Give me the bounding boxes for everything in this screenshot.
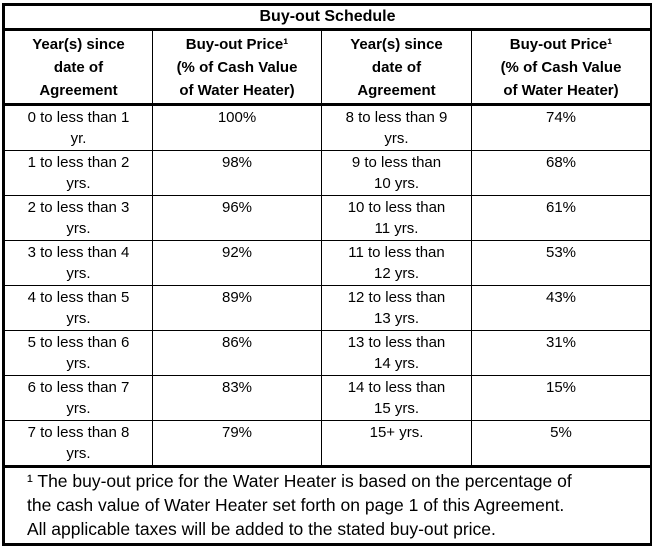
price-cell: 74% — [470, 104, 652, 151]
years-cell: 5 to less than 6 yrs. — [3, 330, 153, 376]
years-cell: 1 to less than 2 yrs. — [3, 150, 153, 196]
years-cell: 0 to less than 1 yr. — [3, 104, 153, 151]
table-header-row: Year(s) since date of Agreement Buy-out … — [3, 29, 652, 106]
price-cell: 61% — [470, 195, 652, 241]
header-years-left: Year(s) since date of Agreement — [3, 29, 153, 106]
table-title-row: Buy-out Schedule — [2, 4, 652, 31]
years-cell: 13 to less than 14 yrs. — [321, 330, 472, 376]
years-cell: 12 to less than 13 yrs. — [321, 285, 472, 331]
years-cell: 7 to less than 8 yrs. — [3, 420, 153, 467]
years-cell: 3 to less than 4 yrs. — [3, 240, 153, 286]
price-cell: 15% — [470, 375, 652, 421]
price-cell: 79% — [152, 420, 322, 467]
price-cell: 68% — [470, 150, 652, 196]
years-cell: 2 to less than 3 yrs. — [3, 195, 153, 241]
price-cell: 86% — [152, 330, 322, 376]
table-row: 7 to less than 8 yrs. 79% 15+ yrs. 5% — [3, 420, 652, 467]
years-cell: 4 to less than 5 yrs. — [3, 285, 153, 331]
years-cell: 6 to less than 7 yrs. — [3, 375, 153, 421]
years-cell: 14 to less than 15 yrs. — [321, 375, 472, 421]
table-row: 4 to less than 5 yrs. 89% 12 to less tha… — [3, 285, 652, 331]
price-cell: 92% — [152, 240, 322, 286]
table-row: 6 to less than 7 yrs. 83% 14 to less tha… — [3, 375, 652, 421]
table-title: Buy-out Schedule — [2, 4, 652, 31]
table-footnote-row: ¹ The buy-out price for the Water Heater… — [2, 465, 652, 545]
price-cell: 43% — [470, 285, 652, 331]
price-cell: 31% — [470, 330, 652, 376]
table-row: 2 to less than 3 yrs. 96% 10 to less tha… — [3, 195, 652, 241]
buyout-schedule-document: Buy-out Schedule Year(s) since date of A… — [2, 3, 652, 546]
price-cell: 89% — [152, 285, 322, 331]
table-row: 1 to less than 2 yrs. 98% 9 to less than… — [3, 150, 652, 196]
table-row: 5 to less than 6 yrs. 86% 13 to less tha… — [3, 330, 652, 376]
years-cell: 15+ yrs. — [321, 420, 472, 467]
price-cell: 96% — [152, 195, 322, 241]
header-price-right: Buy-out Price¹ (% of Cash Value of Water… — [470, 29, 652, 106]
footnote-text: ¹ The buy-out price for the Water Heater… — [2, 465, 652, 545]
price-cell: 53% — [470, 240, 652, 286]
price-cell: 83% — [152, 375, 322, 421]
price-cell: 100% — [152, 104, 322, 151]
buyout-schedule-table: Buy-out Schedule Year(s) since date of A… — [2, 3, 652, 546]
years-cell: 8 to less than 9 yrs. — [321, 104, 472, 151]
table-row: 0 to less than 1 yr. 100% 8 to less than… — [3, 104, 652, 151]
header-price-left: Buy-out Price¹ (% of Cash Value of Water… — [152, 29, 322, 106]
price-cell: 5% — [470, 420, 652, 467]
header-years-right: Year(s) since date of Agreement — [321, 29, 472, 106]
price-cell: 98% — [152, 150, 322, 196]
years-cell: 11 to less than 12 yrs. — [321, 240, 472, 286]
years-cell: 9 to less than 10 yrs. — [321, 150, 472, 196]
years-cell: 10 to less than 11 yrs. — [321, 195, 472, 241]
table-row: 3 to less than 4 yrs. 92% 11 to less tha… — [3, 240, 652, 286]
